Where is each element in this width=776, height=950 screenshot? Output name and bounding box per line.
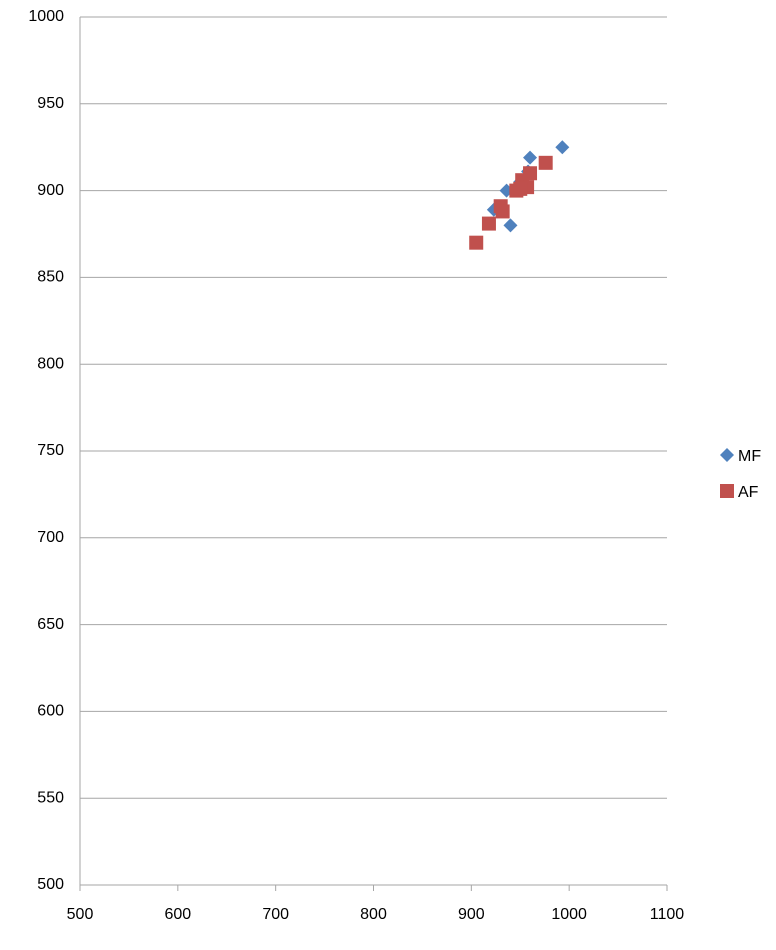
x-tick-label: 600 [164,906,191,923]
x-tick-label: 1100 [650,906,685,923]
y-tick-label: 700 [37,529,64,546]
y-tick-label: 500 [37,876,64,893]
y-tick-label: 1000 [28,8,64,25]
y-tick-label: 550 [37,789,64,806]
y-tick-label: 750 [37,442,64,459]
x-tick-label: 900 [458,906,485,923]
legend-label: MF [738,448,761,465]
point [513,181,528,196]
y-tick-label: 950 [37,95,64,112]
y-tick-label: 650 [37,616,64,633]
point [523,166,538,181]
x-tick-label: 800 [360,906,387,923]
x-tick-label: 1000 [551,906,587,923]
legend-marker [720,448,734,462]
y-tick-label: 600 [37,703,64,720]
y-tick-label: 850 [37,269,64,286]
legend-marker [720,484,734,498]
x-tick-label: 500 [67,906,94,923]
legend-label: AF [738,484,759,501]
point [555,140,570,155]
point [503,218,518,233]
y-tick-label: 900 [37,182,64,199]
point [481,216,496,231]
point [495,204,510,219]
point [538,155,553,170]
y-tick-label: 800 [37,355,64,372]
point [469,235,484,250]
point [523,150,538,165]
x-tick-label: 700 [262,906,289,923]
